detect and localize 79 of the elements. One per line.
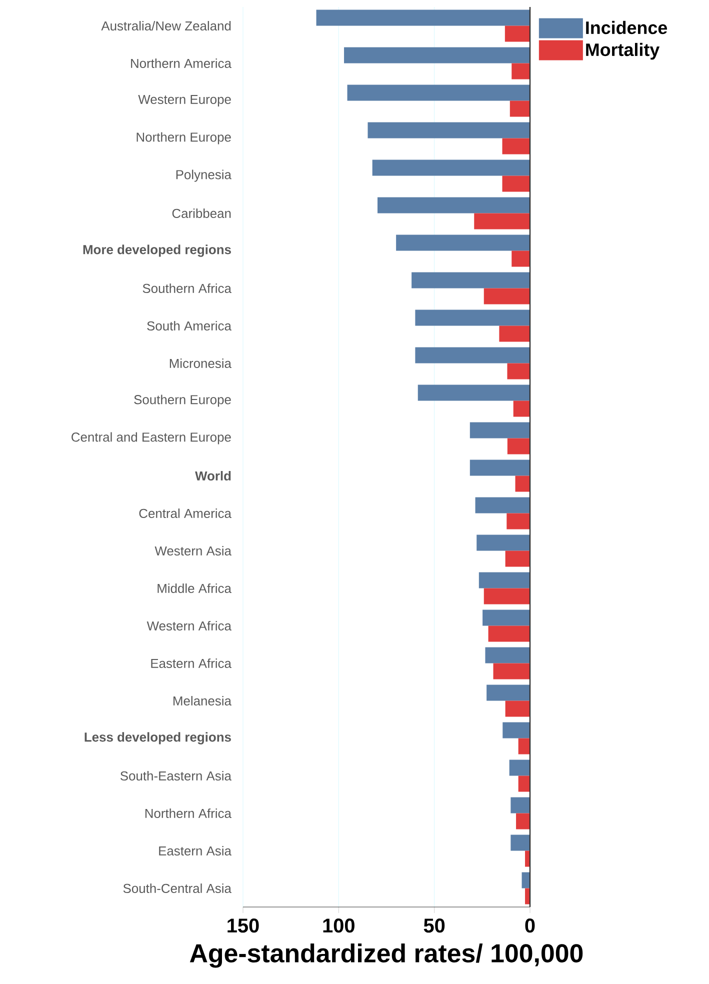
- bar: [368, 122, 530, 138]
- bar: [515, 476, 530, 492]
- legend-label: Mortality: [586, 42, 660, 60]
- bar: [512, 250, 530, 267]
- y-tick-label: South-Central Asia: [123, 883, 232, 894]
- y-tick-label: Western Europe: [138, 94, 231, 107]
- bar: [525, 850, 530, 867]
- bar: [482, 610, 530, 626]
- x-axis-title: Age-standardized rates/ 100,000: [190, 943, 583, 968]
- bar: [474, 213, 530, 230]
- bar: [504, 26, 530, 42]
- bar: [505, 700, 530, 717]
- bar: [510, 100, 530, 117]
- bar: [316, 10, 530, 26]
- bar: [516, 813, 530, 830]
- y-tick-label: Caribbean: [172, 208, 231, 218]
- bar: [372, 160, 530, 176]
- bar: [415, 347, 530, 364]
- bar: [512, 63, 530, 80]
- y-tick-label: South America: [147, 320, 232, 331]
- x-tick-label: 0: [525, 918, 535, 933]
- y-tick-label: Eastern Asia: [159, 846, 232, 856]
- y-tick-label: South-Eastern Asia: [120, 770, 232, 781]
- y-tick-label: Western Africa: [146, 620, 232, 631]
- bar: [412, 272, 530, 288]
- bar: [478, 572, 530, 588]
- y-tick-label: Australia/New Zealand: [101, 20, 231, 31]
- y-tick-label: Western Asia: [154, 546, 232, 556]
- bar: [510, 834, 530, 851]
- y-tick-label: Northern Europe: [136, 132, 231, 144]
- legend-label: Incidence: [586, 20, 668, 34]
- bar: [476, 534, 530, 551]
- bar: [510, 797, 530, 814]
- bar: [344, 47, 530, 64]
- bar: [518, 776, 530, 792]
- bar: [418, 384, 530, 401]
- bar: [488, 626, 530, 642]
- bar: [505, 550, 530, 567]
- bar: [485, 647, 530, 664]
- bar: [347, 84, 530, 101]
- x-tick-label: 150: [228, 918, 259, 933]
- bar: [509, 760, 530, 776]
- y-tick-label: Less developed regions: [84, 732, 231, 744]
- y-tick-label: Polynesia: [176, 170, 232, 182]
- y-tick-label: Eastern Africa: [151, 658, 232, 668]
- bar: [507, 438, 530, 454]
- x-tick-label: 100: [323, 918, 354, 933]
- bar: [507, 363, 530, 380]
- y-tick-label: Central and Eastern Europe: [72, 432, 231, 444]
- bar: [475, 497, 530, 514]
- bar: [499, 326, 530, 342]
- y-tick-label: Middle Africa: [158, 583, 232, 594]
- bar: [502, 138, 530, 154]
- bar: [506, 513, 530, 530]
- y-tick-label: Melanesia: [174, 696, 232, 706]
- bar: [470, 422, 530, 438]
- bar: [502, 176, 530, 192]
- x-tick-label: 50: [424, 918, 445, 933]
- bar: [518, 738, 530, 754]
- y-tick-label: Southern Africa: [142, 283, 232, 294]
- bar: [493, 663, 530, 680]
- y-tick-label: Micronesia: [170, 358, 232, 368]
- bar: [484, 588, 530, 604]
- y-tick-label: Northern Africa: [145, 808, 232, 818]
- bar: [486, 684, 530, 701]
- y-tick-label: Central America: [139, 508, 232, 518]
- bar: [415, 310, 530, 326]
- bar: [484, 288, 530, 304]
- y-tick-label: World: [195, 470, 231, 481]
- bar: [502, 722, 530, 738]
- bar: [396, 234, 530, 251]
- bar: [513, 400, 530, 417]
- bar: [522, 872, 530, 888]
- bar: [378, 197, 530, 214]
- y-tick-label: More developed regions: [83, 244, 231, 257]
- y-tick-label: Southern Europe: [134, 394, 231, 407]
- bar: [470, 460, 530, 476]
- y-tick-label: Northern America: [131, 58, 232, 68]
- bar: [525, 888, 530, 904]
